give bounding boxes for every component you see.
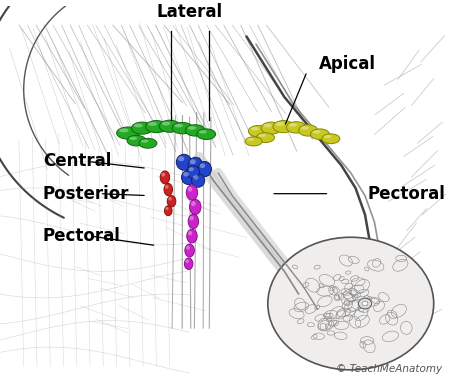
Ellipse shape bbox=[258, 134, 266, 137]
Ellipse shape bbox=[188, 157, 202, 173]
Ellipse shape bbox=[248, 126, 268, 137]
Ellipse shape bbox=[165, 207, 168, 210]
Ellipse shape bbox=[264, 124, 272, 127]
Ellipse shape bbox=[146, 121, 167, 133]
Ellipse shape bbox=[189, 167, 194, 171]
Ellipse shape bbox=[164, 206, 172, 216]
Ellipse shape bbox=[167, 196, 176, 207]
Ellipse shape bbox=[185, 259, 189, 263]
Ellipse shape bbox=[190, 159, 196, 164]
Ellipse shape bbox=[245, 137, 262, 146]
Text: Central: Central bbox=[43, 152, 111, 171]
Ellipse shape bbox=[275, 122, 284, 126]
Ellipse shape bbox=[322, 134, 340, 144]
Ellipse shape bbox=[131, 122, 153, 134]
Ellipse shape bbox=[189, 216, 194, 221]
Text: Lateral: Lateral bbox=[156, 3, 223, 21]
Ellipse shape bbox=[184, 258, 193, 269]
Ellipse shape bbox=[191, 174, 205, 187]
Ellipse shape bbox=[176, 154, 191, 170]
Ellipse shape bbox=[187, 166, 200, 179]
Ellipse shape bbox=[310, 129, 329, 139]
Ellipse shape bbox=[193, 175, 199, 179]
Ellipse shape bbox=[299, 125, 318, 136]
Ellipse shape bbox=[174, 124, 183, 127]
Ellipse shape bbox=[119, 129, 128, 132]
Ellipse shape bbox=[164, 183, 173, 196]
Ellipse shape bbox=[172, 122, 193, 134]
Ellipse shape bbox=[187, 229, 197, 243]
Ellipse shape bbox=[186, 246, 190, 250]
Ellipse shape bbox=[198, 161, 211, 177]
Ellipse shape bbox=[301, 126, 309, 130]
Circle shape bbox=[268, 237, 434, 370]
Ellipse shape bbox=[162, 122, 170, 126]
Ellipse shape bbox=[251, 127, 259, 131]
Ellipse shape bbox=[185, 125, 205, 136]
Ellipse shape bbox=[273, 121, 294, 133]
Ellipse shape bbox=[289, 123, 297, 127]
Ellipse shape bbox=[191, 201, 196, 206]
Ellipse shape bbox=[186, 185, 198, 200]
Ellipse shape bbox=[165, 185, 169, 189]
Ellipse shape bbox=[127, 136, 146, 146]
Ellipse shape bbox=[286, 122, 306, 133]
Text: Pectoral: Pectoral bbox=[43, 227, 120, 245]
Ellipse shape bbox=[148, 122, 157, 126]
Ellipse shape bbox=[134, 124, 143, 127]
Text: Apical: Apical bbox=[319, 55, 375, 73]
Ellipse shape bbox=[199, 130, 207, 134]
Ellipse shape bbox=[139, 138, 157, 148]
Ellipse shape bbox=[160, 171, 170, 184]
Text: Pectoral: Pectoral bbox=[367, 185, 445, 203]
Ellipse shape bbox=[188, 126, 196, 130]
Ellipse shape bbox=[247, 138, 254, 141]
Ellipse shape bbox=[159, 120, 180, 132]
Ellipse shape bbox=[256, 133, 274, 142]
Circle shape bbox=[358, 298, 372, 309]
Text: © TeachMeAnatomy: © TeachMeAnatomy bbox=[336, 364, 442, 374]
Ellipse shape bbox=[185, 244, 194, 257]
Ellipse shape bbox=[161, 172, 165, 177]
Ellipse shape bbox=[188, 187, 192, 192]
Circle shape bbox=[362, 301, 368, 306]
Ellipse shape bbox=[178, 156, 184, 161]
Ellipse shape bbox=[129, 137, 137, 140]
Ellipse shape bbox=[197, 129, 216, 139]
Ellipse shape bbox=[183, 172, 189, 176]
Ellipse shape bbox=[261, 122, 281, 134]
Ellipse shape bbox=[141, 139, 148, 143]
Ellipse shape bbox=[182, 170, 196, 184]
Ellipse shape bbox=[312, 130, 320, 134]
Ellipse shape bbox=[188, 214, 199, 229]
Ellipse shape bbox=[190, 199, 201, 214]
Ellipse shape bbox=[188, 231, 192, 235]
Ellipse shape bbox=[168, 197, 172, 201]
Text: Posterior: Posterior bbox=[43, 185, 129, 203]
Ellipse shape bbox=[324, 135, 331, 138]
Ellipse shape bbox=[117, 127, 139, 139]
Ellipse shape bbox=[200, 163, 205, 168]
